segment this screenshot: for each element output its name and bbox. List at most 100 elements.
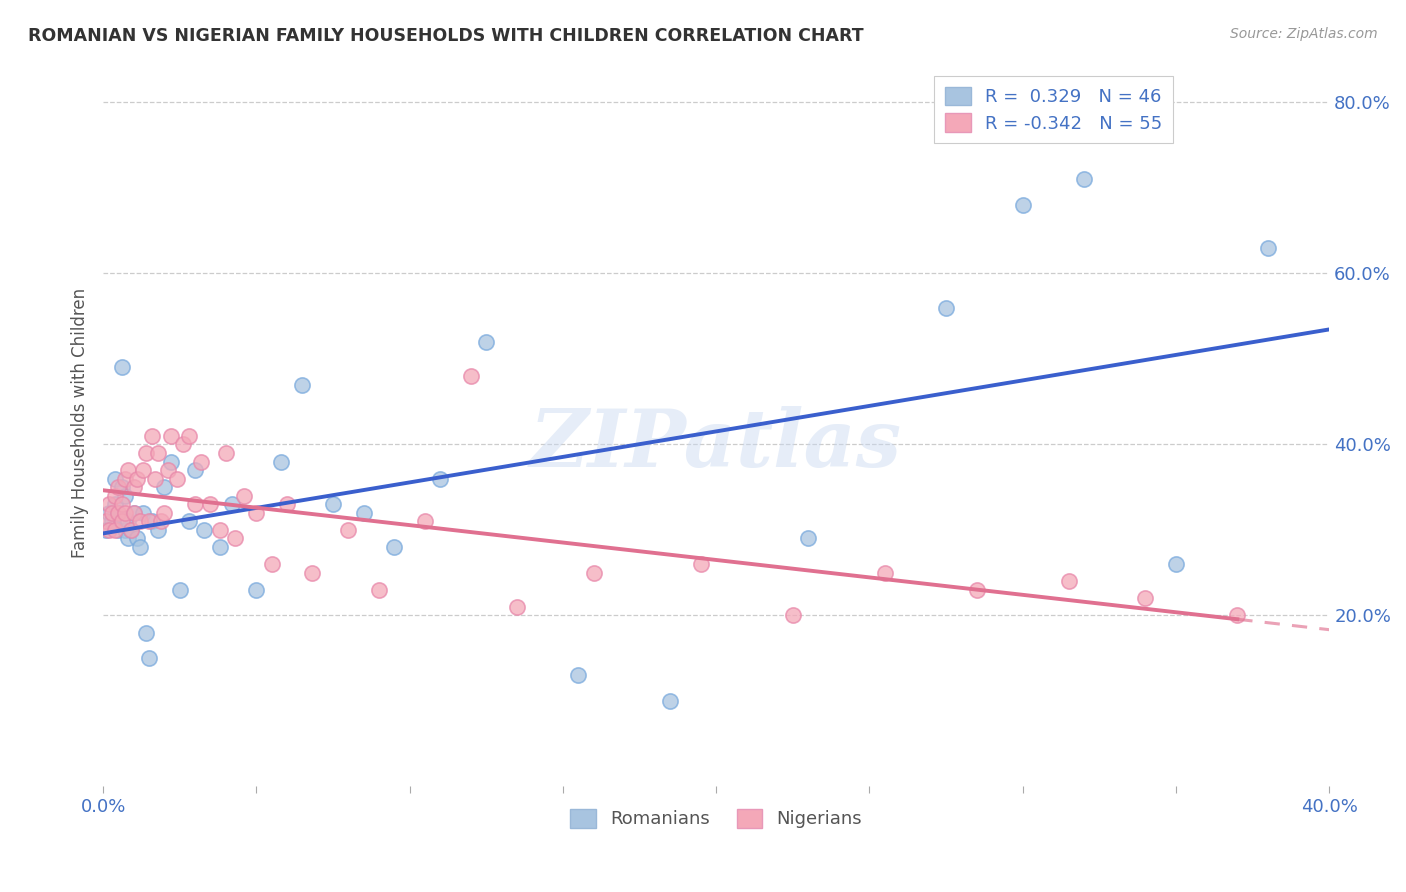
Point [966, 582, 988, 597]
Point [582, 566, 605, 580]
Point [276, 497, 298, 511]
Point [96, 515, 118, 529]
Point [114, 506, 136, 520]
Point [337, 523, 360, 537]
Point [1226, 608, 1249, 623]
Point [301, 566, 323, 580]
Point [135, 446, 157, 460]
Point [782, 608, 804, 623]
Point [177, 515, 200, 529]
Point [159, 454, 181, 468]
Point [98, 497, 121, 511]
Point [107, 523, 129, 537]
Point [117, 463, 139, 477]
Point [221, 497, 243, 511]
Point [169, 582, 191, 597]
Point [245, 582, 267, 597]
Text: Source: ZipAtlas.com: Source: ZipAtlas.com [1230, 27, 1378, 41]
Point [125, 532, 148, 546]
Point [138, 651, 160, 665]
Point [135, 625, 157, 640]
Point [150, 515, 173, 529]
Point [190, 454, 212, 468]
Text: ROMANIAN VS NIGERIAN FAMILY HOUSEHOLDS WITH CHILDREN CORRELATION CHART: ROMANIAN VS NIGERIAN FAMILY HOUSEHOLDS W… [28, 27, 863, 45]
Point [1135, 591, 1157, 606]
Point [132, 463, 155, 477]
Point [125, 472, 148, 486]
Point [172, 437, 194, 451]
Point [96, 523, 118, 537]
Point [143, 472, 166, 486]
Point [148, 523, 170, 537]
Point [245, 506, 267, 520]
Point [120, 523, 142, 537]
Point [1073, 172, 1095, 186]
Point [148, 446, 170, 460]
Point [110, 497, 132, 511]
Point [291, 377, 314, 392]
Point [104, 523, 127, 537]
Point [224, 532, 246, 546]
Point [114, 489, 136, 503]
Point [506, 599, 529, 614]
Legend: Romanians, Nigerians: Romanians, Nigerians [562, 802, 869, 836]
Point [110, 515, 132, 529]
Point [107, 480, 129, 494]
Point [215, 446, 238, 460]
Point [368, 582, 391, 597]
Point [98, 506, 121, 520]
Point [104, 497, 127, 511]
Point [138, 515, 160, 529]
Point [1257, 241, 1279, 255]
Point [122, 506, 145, 520]
Point [129, 515, 152, 529]
Point [1164, 557, 1187, 571]
Point [104, 489, 127, 503]
Point [104, 472, 127, 486]
Point [98, 523, 121, 537]
Point [270, 454, 292, 468]
Point [110, 480, 132, 494]
Point [153, 506, 176, 520]
Point [159, 429, 181, 443]
Point [107, 506, 129, 520]
Point [117, 532, 139, 546]
Point [132, 506, 155, 520]
Text: ZIPatlas: ZIPatlas [530, 406, 903, 483]
Point [1011, 198, 1033, 212]
Point [141, 429, 163, 443]
Point [567, 668, 589, 682]
Point [460, 369, 482, 384]
Point [1057, 574, 1080, 589]
Point [200, 497, 222, 511]
Point [153, 480, 176, 494]
Y-axis label: Family Households with Children: Family Households with Children [72, 288, 89, 558]
Point [177, 429, 200, 443]
Point [129, 540, 152, 554]
Point [208, 523, 231, 537]
Point [193, 523, 215, 537]
Point [110, 360, 132, 375]
Point [260, 557, 283, 571]
Point [322, 497, 344, 511]
Point [873, 566, 896, 580]
Point [208, 540, 231, 554]
Point [114, 472, 136, 486]
Point [122, 480, 145, 494]
Point [166, 472, 188, 486]
Point [184, 463, 207, 477]
Point [156, 463, 179, 477]
Point [120, 523, 142, 537]
Point [233, 489, 256, 503]
Point [797, 532, 820, 546]
Point [141, 515, 163, 529]
Point [413, 515, 436, 529]
Point [107, 506, 129, 520]
Point [475, 334, 498, 349]
Point [689, 557, 711, 571]
Point [659, 694, 682, 708]
Point [935, 301, 957, 315]
Point [114, 523, 136, 537]
Point [184, 497, 207, 511]
Point [382, 540, 405, 554]
